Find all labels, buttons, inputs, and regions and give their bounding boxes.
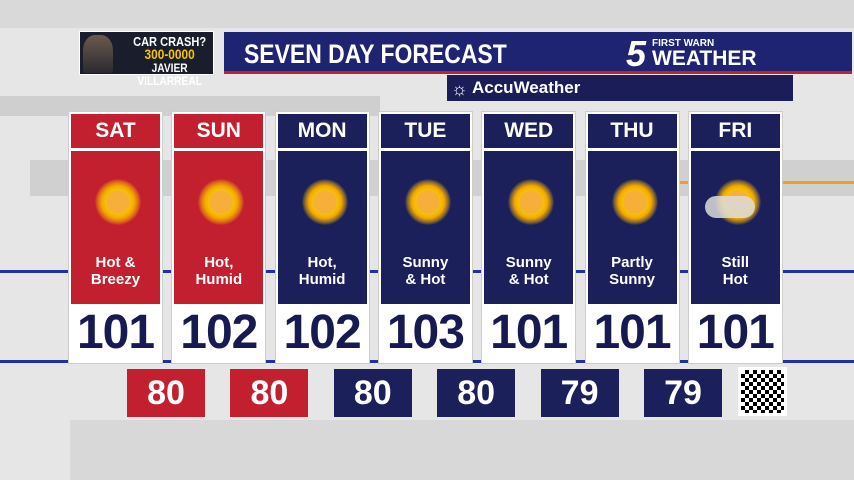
promo-line1: CAR CRASH? (133, 34, 207, 49)
forecast-day-tue: TUE Sunny & Hot 103 (377, 111, 473, 364)
high-temp: 103 (386, 306, 465, 359)
condition-text: Sunny & Hot (484, 254, 573, 288)
day-body: Still Hot (690, 151, 780, 304)
forecast-day-fri: FRI Still Hot 101 (687, 111, 783, 364)
condition-line1: Sunny (505, 254, 552, 271)
station-logo: 5 FIRST WARN WEATHER (626, 33, 796, 74)
condition-line2: Humid (195, 271, 243, 288)
day-label: WED (484, 114, 574, 148)
condition-line1: Hot, (307, 254, 337, 271)
condition-line1: Sunny (402, 254, 449, 271)
high-temp: 101 (490, 306, 568, 359)
low-temp: 79 (644, 369, 722, 417)
high-temp: 101 (593, 306, 671, 359)
sun-icon (198, 179, 245, 225)
condition-text: Hot, Humid (174, 254, 263, 288)
sponsor-bar: ☼ AccuWeather (447, 75, 793, 101)
bg-stripe (70, 420, 854, 480)
sun-icon (508, 179, 555, 225)
day-body: Sunny & Hot (484, 151, 574, 304)
forecast-day-mon: MON Hot, Humid 102 (274, 111, 370, 364)
sponsor-label: AccuWeather (472, 78, 581, 97)
day-body: Partly Sunny (587, 151, 677, 304)
day-label: FRI (690, 114, 780, 148)
logo-number: 5 (626, 33, 647, 74)
low-temp: 80 (230, 369, 309, 417)
title-bar: SEVEN DAY FORECAST 5 FIRST WARN WEATHER (224, 32, 852, 74)
condition-line2: & Hot (508, 271, 549, 288)
forecast-day-sun: SUN Hot, Humid 102 (171, 111, 267, 364)
day-label: TUE (380, 114, 470, 148)
forecast-day-sat: SAT Hot & Breezy 101 (68, 111, 163, 364)
condition-text: Hot & Breezy (71, 254, 160, 288)
promo-name: JAVIER VILLARREAL (137, 61, 202, 88)
high-temp: 102 (180, 306, 258, 359)
condition-text: Partly Sunny (588, 254, 677, 288)
condition-line2: Humid (298, 271, 346, 288)
lawyer-photo (83, 35, 113, 73)
low-temp: 80 (127, 369, 205, 417)
cloud-icon (704, 196, 755, 218)
logo-big: WEATHER (652, 47, 757, 70)
sun-icon (611, 179, 658, 225)
condition-line2: Sunny (609, 271, 655, 288)
bg-stripe (0, 0, 854, 28)
sun-icon: ☼ (451, 79, 468, 99)
condition-line2: & Hot (405, 271, 446, 288)
day-body: Hot, Humid (174, 151, 264, 304)
condition-text: Sunny & Hot (381, 254, 470, 288)
promo-ad[interactable]: CAR CRASH? 300-0000 JAVIER VILLARREAL (79, 31, 214, 88)
low-temp: 79 (540, 369, 619, 417)
sun-icon (301, 179, 348, 225)
day-label: MON (277, 114, 367, 148)
low-temp: 80 (333, 369, 412, 417)
day-body: Hot & Breezy (71, 151, 160, 304)
forecast-day-thu: THU Partly Sunny 101 (584, 111, 680, 364)
condition-line1: Still (721, 254, 750, 271)
condition-line1: Partly (611, 254, 653, 271)
condition-text: Hot, Humid (278, 254, 367, 288)
forecast-day-wed: WED Sunny & Hot 101 (481, 111, 577, 364)
condition-line1: Hot & (95, 254, 136, 271)
day-body: Hot, Humid (277, 151, 367, 304)
day-label: THU (587, 114, 677, 148)
condition-line2: Breezy (90, 271, 141, 288)
day-label: SAT (71, 114, 160, 148)
promo-phone: 300-0000 (144, 46, 195, 62)
day-label: SUN (174, 114, 264, 148)
condition-line2: Hot (722, 271, 748, 288)
low-temp: 80 (437, 369, 516, 417)
condition-text: Still Hot (691, 254, 780, 288)
high-temp: 102 (283, 306, 362, 359)
page-title: SEVEN DAY FORECAST (244, 39, 507, 69)
logo-small: FIRST WARN (652, 38, 715, 49)
sun-icon (95, 179, 141, 225)
high-temp: 101 (76, 306, 155, 359)
condition-line1: Hot, (204, 254, 234, 271)
sun-icon (404, 179, 451, 225)
high-temp: 101 (696, 306, 775, 359)
day-body: Sunny & Hot (380, 151, 470, 304)
qr-code[interactable] (738, 367, 787, 416)
